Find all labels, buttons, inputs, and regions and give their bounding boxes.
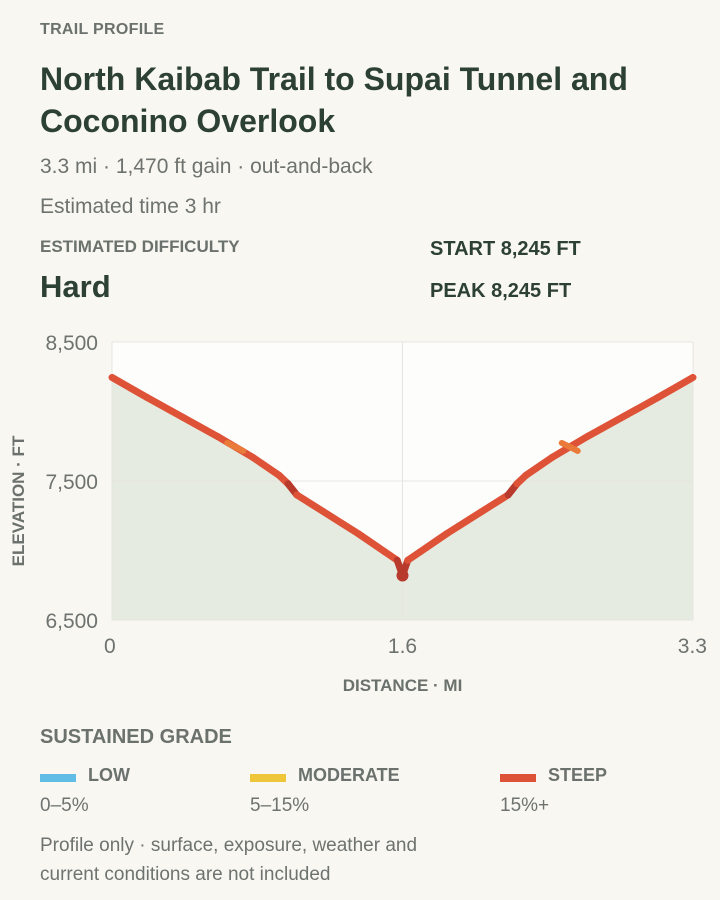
profile-segment: [443, 508, 486, 538]
profile-segment: [583, 413, 627, 441]
profile-segment: [249, 453, 283, 479]
profile-segment: [416, 530, 451, 556]
estimated-time: Estimated time 3 hr: [40, 195, 221, 218]
profile-highlight: [224, 439, 247, 454]
legend-swatch-steep: [500, 774, 536, 782]
elevation-area-fill: [112, 377, 693, 620]
y-tick-label: 8,500: [45, 332, 98, 355]
profile-segment: [108, 373, 151, 402]
trail-title: North Kaibab Trail to Supai Tunnel and C…: [40, 61, 628, 139]
legend-title: SUSTAINED GRADE: [40, 726, 232, 748]
y-axis-label: ELEVATION · FT: [9, 435, 28, 566]
peak-elevation: PEAK 8,245 FT: [430, 280, 572, 302]
legend-range-low: 0–5%: [40, 795, 89, 816]
x-tick-label: 0: [104, 635, 116, 658]
difficulty-label: ESTIMATED DIFFICULTY: [40, 237, 240, 256]
y-tick-label: 7,500: [45, 471, 98, 494]
difficulty-value: Hard: [40, 269, 111, 304]
low-point-marker: [396, 569, 409, 582]
legend-range-steep: 15%+: [500, 795, 550, 816]
x-tick-label: 3.3: [678, 635, 707, 658]
legend-name-moderate: MODERATE: [298, 765, 400, 785]
x-axis-label: DISTANCE · MI: [343, 676, 463, 695]
legend-name-steep: STEEP: [548, 765, 608, 785]
start-elevation: START 8,245 FT: [430, 238, 581, 260]
legend-name-low: LOW: [88, 765, 130, 785]
legend-swatch-low: [40, 774, 76, 782]
elevation-chart: 6,500 7,500 8,500 0 1.6 3.3 DISTANCE · MI ELEVA…: [9, 332, 707, 695]
legend-range-moderate: 5–15%: [250, 795, 310, 816]
profile-segment: [619, 394, 662, 421]
legend-swatch-moderate: [250, 774, 286, 782]
profile-segment: [178, 413, 222, 441]
eyebrow-label: TRAIL PROFILE: [40, 21, 165, 38]
profile-segment: [143, 394, 186, 421]
y-tick-label: 6,500: [45, 610, 98, 633]
profile-segment: [478, 491, 512, 516]
x-tick-label: 1.6: [388, 635, 417, 658]
profile-segment: [354, 530, 389, 556]
profile-segment: [654, 373, 697, 402]
profile-segment: [522, 453, 556, 479]
footnote: Profile only · surface, exposure, weathe…: [40, 835, 418, 885]
profile-segment: [319, 508, 362, 538]
profile-segment: [293, 491, 327, 516]
profile-highlight: [558, 439, 581, 454]
trail-summary: 3.3 mi · 1,470 ft gain · out-and-back: [40, 155, 373, 178]
